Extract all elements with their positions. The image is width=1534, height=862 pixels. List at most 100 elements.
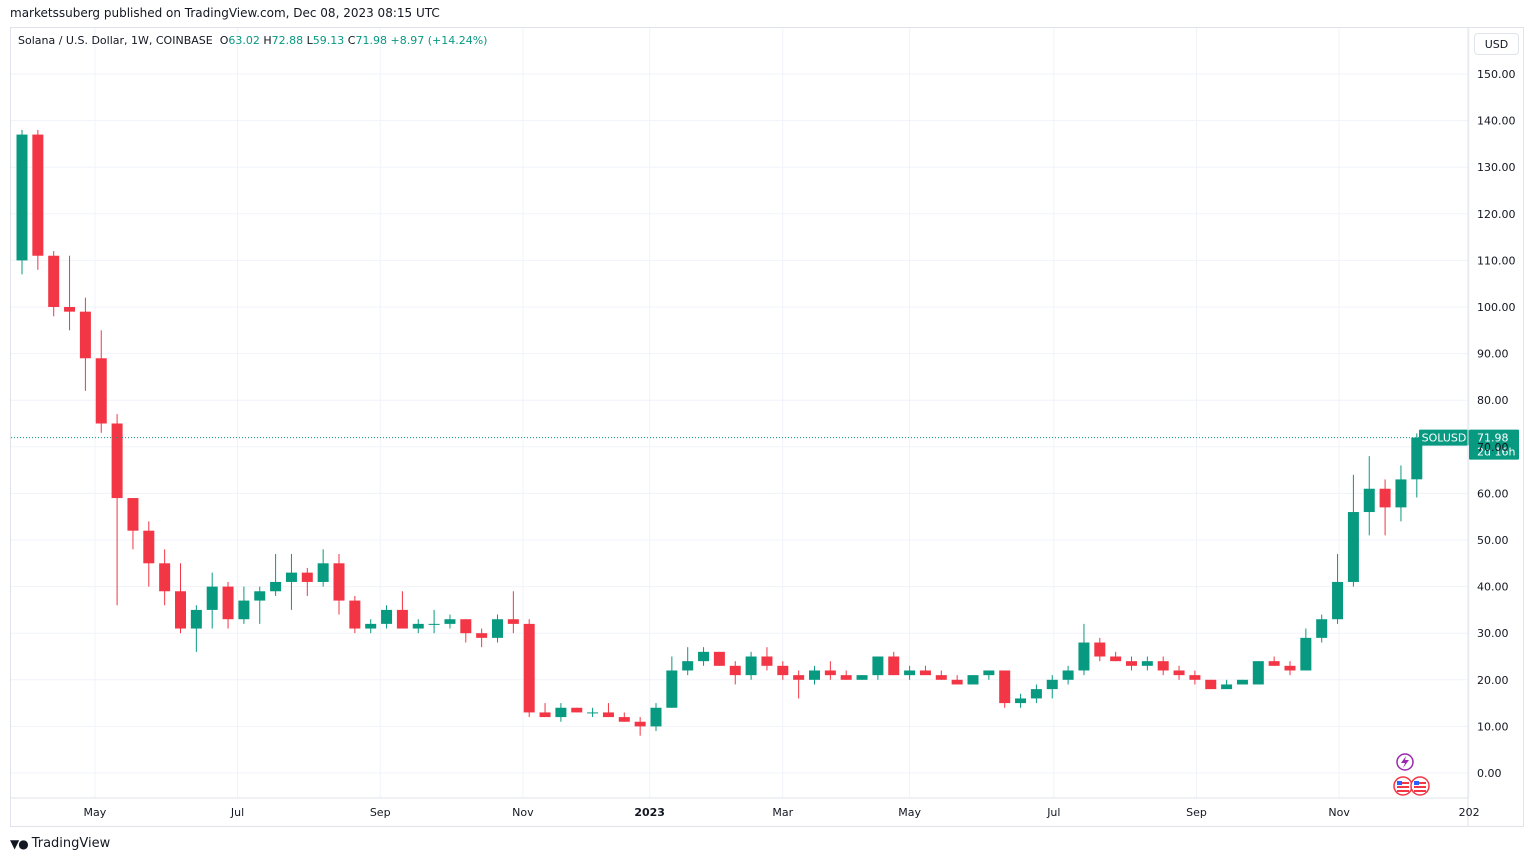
candle-body — [349, 600, 361, 629]
candle-body — [1173, 670, 1185, 676]
candle-body — [919, 670, 931, 676]
y-tick-label: 60.00 — [1477, 487, 1509, 500]
candle-body — [396, 609, 408, 629]
candle-body — [1411, 437, 1423, 480]
candle-body — [983, 670, 995, 676]
x-tick-label: Mar — [772, 806, 793, 819]
legend-low-label: L — [306, 34, 313, 47]
candle — [64, 255, 76, 331]
candle — [856, 675, 868, 680]
candle — [618, 712, 630, 722]
candle — [1236, 679, 1248, 685]
x-tick-label: Jul — [230, 806, 244, 819]
candle — [1332, 553, 1344, 624]
candle-body — [793, 675, 805, 680]
candle — [539, 703, 551, 718]
candle — [1173, 665, 1185, 680]
candle-body — [1157, 661, 1169, 671]
candle — [333, 553, 345, 615]
candle — [698, 647, 710, 666]
candle — [365, 619, 377, 634]
candle-body — [951, 679, 963, 685]
candle — [1078, 623, 1090, 676]
candle-body — [190, 609, 202, 629]
candle — [412, 619, 424, 634]
candle — [1015, 693, 1027, 708]
event-markers — [1393, 753, 1430, 796]
candle — [1126, 656, 1137, 671]
legend-low: 59.13 — [312, 34, 345, 47]
candles — [16, 129, 1423, 736]
candle-body — [999, 670, 1011, 704]
candle — [16, 129, 28, 275]
currency-button[interactable]: USD — [1474, 33, 1519, 55]
candle-body — [1030, 689, 1042, 699]
candle-body — [95, 358, 107, 424]
candle-body — [1205, 679, 1217, 690]
us-flag-stripe — [1397, 786, 1409, 788]
us-flag-canton — [1414, 781, 1419, 785]
candle — [1363, 456, 1375, 536]
candle — [381, 605, 393, 629]
y-tick-label: 80.00 — [1477, 394, 1509, 407]
candle-body — [270, 581, 282, 592]
candle — [904, 665, 916, 680]
candle-body — [1046, 679, 1058, 690]
y-tick-label: 150.00 — [1477, 68, 1516, 81]
candle-body — [618, 717, 630, 722]
symbol-tag-label: SOLUSD — [1422, 432, 1467, 445]
candle-body — [1268, 661, 1280, 666]
candle — [587, 707, 599, 718]
footer-brand[interactable]: ▼● TradingView — [10, 836, 110, 851]
price-axis: 0.00 10.00 20.00 30.00 40.00 50.00 60.00 70.00 8… — [1467, 28, 1516, 826]
candle — [729, 661, 741, 685]
candle-body — [476, 633, 488, 638]
y-tick-label: 20.00 — [1477, 674, 1509, 687]
candle-body — [1252, 661, 1264, 685]
candle — [1030, 684, 1042, 704]
candle-body — [809, 670, 820, 680]
candle-body — [428, 623, 440, 625]
candle — [634, 717, 646, 736]
published-caption: marketssuberg published on TradingView.c… — [10, 6, 440, 20]
candle — [349, 595, 361, 634]
candle-body — [1395, 479, 1407, 508]
candle — [872, 656, 884, 680]
candle-body — [412, 623, 424, 629]
candle-body — [1126, 661, 1137, 666]
footer-brand-label: TradingView — [31, 836, 111, 851]
x-tick-label: May — [898, 806, 921, 819]
candle — [935, 670, 947, 680]
candle — [127, 498, 139, 550]
x-tick-label: Jul — [1046, 806, 1060, 819]
candle-body — [507, 619, 519, 624]
candle-body — [127, 498, 139, 531]
candle — [1110, 651, 1122, 662]
candle-body — [460, 619, 472, 634]
legend-open: 63.02 — [228, 34, 260, 47]
candle-body — [1094, 642, 1106, 657]
candle — [824, 661, 836, 680]
us-flag-stripe — [1414, 786, 1426, 788]
candle-body — [492, 619, 503, 638]
candle-body — [1284, 665, 1296, 671]
candle — [919, 665, 931, 676]
candle — [777, 661, 789, 680]
candle — [571, 707, 583, 713]
candle-body — [682, 661, 694, 671]
candle-body — [777, 665, 789, 676]
candle-body — [761, 656, 773, 666]
candle-body — [1332, 581, 1344, 620]
chart-frame — [10, 27, 1524, 827]
time-axis: May Jul Sep Nov 2023 Mar May Jul Sep Nov 202 — [11, 797, 1480, 819]
grid-lines — [11, 28, 1470, 798]
legend-change: +8.97 (+14.24%) — [390, 34, 488, 47]
candle-body — [713, 651, 725, 666]
chart-legend: Solana / U.S. Dollar, 1W, COINBASE O63.0… — [18, 34, 487, 47]
y-tick-label: 50.00 — [1477, 534, 1509, 547]
y-tick-label: 90.00 — [1477, 348, 1509, 361]
candle-body — [1300, 637, 1312, 671]
candle-body — [1379, 488, 1391, 508]
candle-body — [1316, 619, 1328, 638]
